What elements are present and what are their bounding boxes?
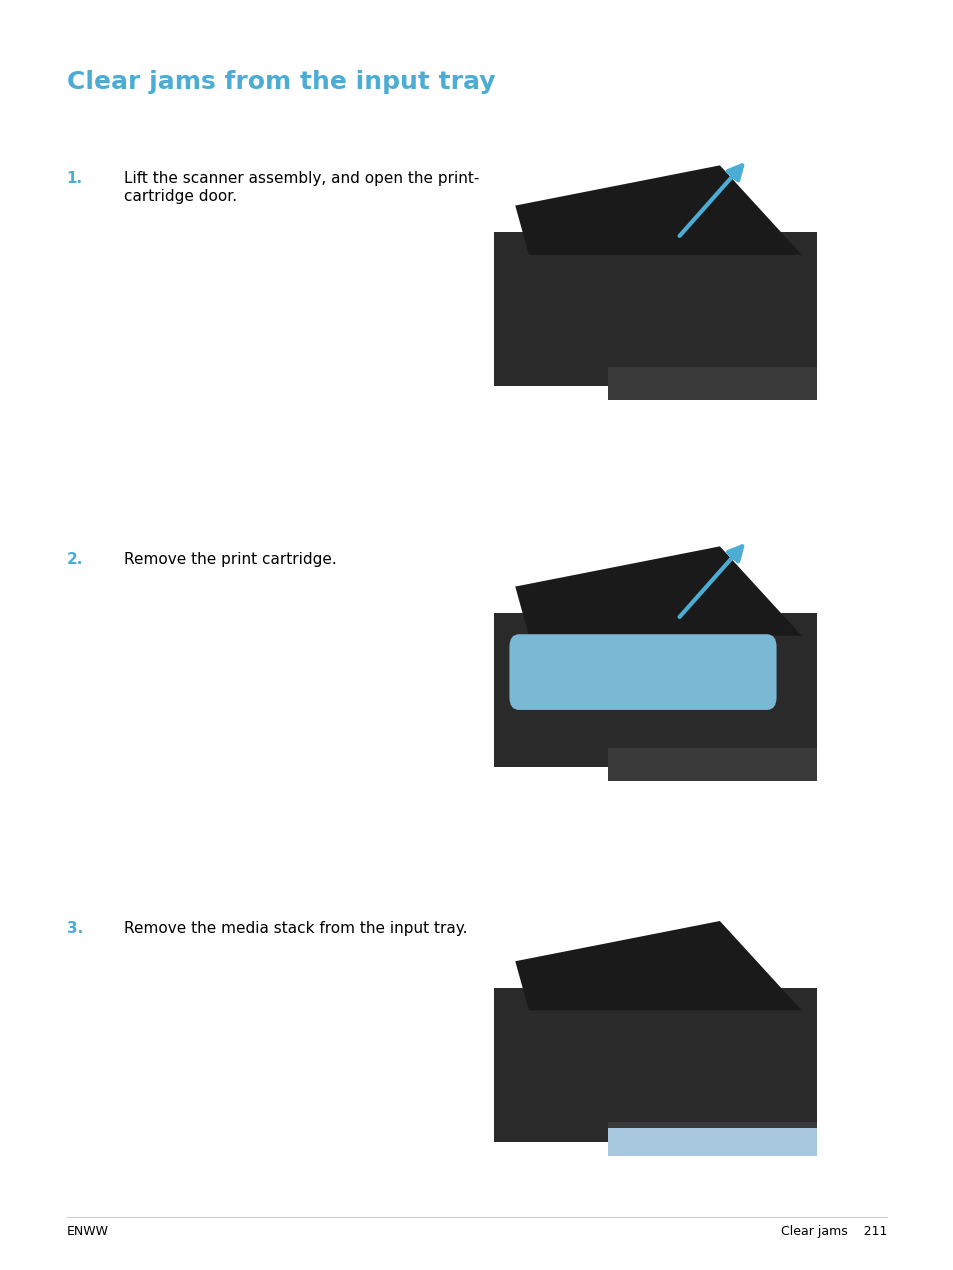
Text: 2.: 2. (67, 552, 83, 568)
Text: Remove the media stack from the input tray.: Remove the media stack from the input tr… (124, 921, 467, 936)
Text: Clear jams    211: Clear jams 211 (780, 1226, 886, 1238)
Polygon shape (515, 546, 801, 636)
FancyBboxPatch shape (608, 367, 816, 400)
FancyBboxPatch shape (494, 613, 816, 767)
Text: 1.: 1. (67, 171, 83, 187)
Text: Lift the scanner assembly, and open the print-
cartridge door.: Lift the scanner assembly, and open the … (124, 171, 479, 204)
FancyBboxPatch shape (608, 1123, 816, 1156)
FancyBboxPatch shape (608, 748, 816, 781)
Text: 3.: 3. (67, 921, 83, 936)
FancyBboxPatch shape (509, 634, 776, 710)
Polygon shape (515, 921, 801, 1011)
FancyBboxPatch shape (608, 1128, 816, 1156)
Polygon shape (515, 165, 801, 255)
Text: ENWW: ENWW (67, 1226, 109, 1238)
Text: Remove the print cartridge.: Remove the print cartridge. (124, 552, 336, 568)
FancyBboxPatch shape (494, 232, 816, 386)
FancyBboxPatch shape (494, 988, 816, 1142)
Text: Clear jams from the input tray: Clear jams from the input tray (67, 70, 495, 94)
